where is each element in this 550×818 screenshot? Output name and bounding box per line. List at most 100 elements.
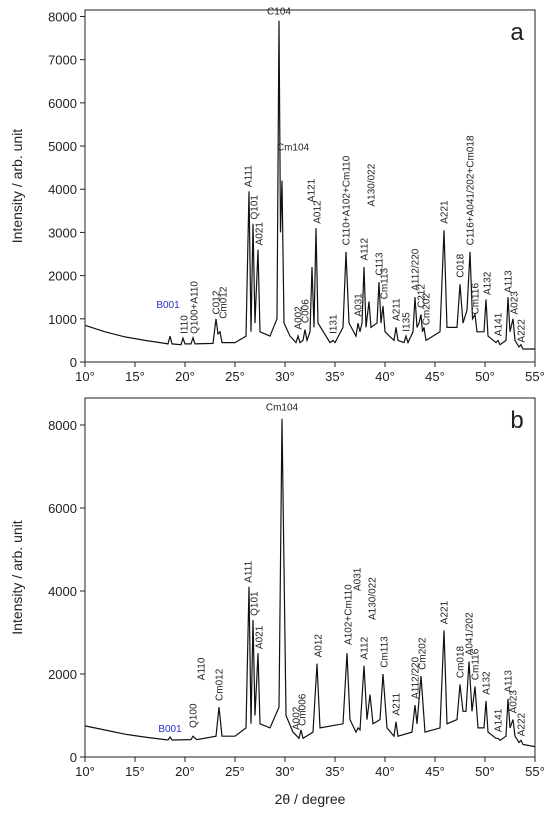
x-tick-label: 20° [175, 369, 195, 384]
y-tick-label: 8000 [48, 9, 77, 24]
peak-label: C104 [267, 6, 291, 17]
peak-label: A023 [509, 690, 520, 714]
y-tick-label: 6000 [48, 501, 77, 516]
panel-letter: a [510, 19, 524, 46]
peak-label: Cm116 [471, 648, 482, 680]
peak-label: A112 [360, 636, 371, 659]
peak-label: A222 [517, 319, 528, 343]
peak-label: C110+A102+Cm110 [342, 155, 353, 245]
peak-label: Cm012 [219, 286, 230, 319]
x-tick-label: 15° [125, 369, 145, 384]
peak-label: Cm113 [380, 636, 391, 668]
peak-label: C212 [417, 284, 428, 308]
y-tick-label: 4000 [48, 584, 77, 599]
peak-label: Cm018 [456, 645, 467, 678]
peak-label: A222 [517, 712, 528, 736]
peak-label: C018 [456, 253, 467, 277]
peak-label: C116+A041/202+Cm018 [466, 135, 477, 245]
x-tick-label: 40° [375, 764, 395, 779]
x-tick-label: 20° [175, 764, 195, 779]
peak-label: A021 [255, 222, 266, 246]
peak-label: I110 [180, 315, 191, 334]
x-axis-label: 2θ / degree [275, 791, 346, 807]
peak-label: Cm006 [298, 693, 309, 726]
y-tick-label: 5000 [48, 139, 77, 154]
peak-label: A141 [494, 708, 505, 732]
peak-label: A110 [197, 657, 208, 680]
peak-label: A113 [504, 270, 515, 293]
x-tick-label: 50° [475, 764, 495, 779]
peak-label: A021 [255, 625, 266, 649]
x-tick-label: 10° [75, 764, 95, 779]
peak-label: Q100+A110 [190, 281, 201, 334]
peak-label: Cm116 [471, 283, 482, 315]
panel-letter: b [510, 407, 523, 434]
peak-label: A041/202 [465, 612, 476, 655]
peak-label: Cm104 [277, 142, 310, 153]
peak-label: A002 [294, 306, 305, 330]
peak-label: A221 [440, 600, 451, 624]
x-tick-label: 30° [275, 764, 295, 779]
peak-label: A012 [313, 200, 324, 224]
x-tick-label: 55° [525, 764, 545, 779]
plot-frame [84, 9, 536, 363]
peak-label: B001 [158, 724, 182, 735]
peak-label: A112/220 [411, 248, 422, 291]
y-tick-label: 7000 [48, 53, 77, 68]
y-tick-label: 4000 [48, 182, 77, 197]
x-tick-label: 35° [325, 369, 345, 384]
peak-label: A132 [482, 671, 493, 695]
peak-label: A141 [494, 312, 505, 336]
x-tick-label: 25° [225, 764, 245, 779]
peak-label: A113 [504, 670, 515, 693]
y-tick-label: 0 [70, 750, 77, 765]
x-tick-label: 45° [425, 369, 445, 384]
peak-label: A221 [440, 200, 451, 224]
peak-label: A002 [292, 706, 303, 730]
y-tick-label: 1000 [48, 312, 77, 327]
y-tick-label: 0 [70, 355, 77, 370]
x-tick-label: 15° [125, 764, 145, 779]
peak-label: Cm104 [266, 402, 299, 413]
x-tick-label: 10° [75, 369, 95, 384]
peak-label: A211 [392, 692, 403, 715]
peak-label: A031 [354, 293, 365, 317]
x-tick-label: 55° [525, 369, 545, 384]
peak-label: A023 [510, 291, 521, 315]
x-tick-label: 35° [325, 764, 345, 779]
y-axis-label: Intensity / arb. unit [9, 129, 25, 244]
peak-label: A130/022 [367, 163, 378, 206]
peak-label: A111 [244, 165, 255, 187]
peak-label: Cm113 [380, 267, 391, 299]
y-tick-label: 6000 [48, 96, 77, 111]
y-axis-label: Intensity / arb. unit [9, 520, 25, 635]
x-tick-label: 25° [225, 369, 245, 384]
peak-label: B001 [156, 300, 180, 311]
x-tick-label: 50° [475, 369, 495, 384]
peak-label: C113 [375, 252, 386, 276]
peak-label: Cm202 [418, 637, 429, 670]
peak-label: Cm012 [215, 668, 226, 701]
peak-label: A102+Cm110 [344, 584, 355, 645]
pattern-line [84, 418, 536, 748]
pattern-line [84, 20, 535, 350]
x-tick-label: 40° [375, 369, 395, 384]
peak-label: A211 [392, 298, 403, 321]
y-tick-label: 8000 [48, 418, 77, 433]
x-tick-label: 30° [275, 369, 295, 384]
peak-label: A112 [360, 237, 371, 260]
peak-label: C012 [212, 290, 223, 314]
peak-label: A130/022 [368, 577, 379, 620]
peak-label: Q101 [250, 195, 261, 220]
plot-frame [84, 397, 536, 758]
peak-label: A012 [314, 634, 325, 658]
peak-label: Cm202 [422, 293, 433, 326]
y-tick-label: 2000 [48, 269, 77, 284]
peak-label: A121 [307, 178, 318, 202]
peak-label: Q101 [250, 591, 261, 616]
peak-label: C006 [301, 299, 312, 323]
peak-label: I135 [402, 312, 413, 332]
y-tick-label: 2000 [48, 667, 77, 682]
y-tick-label: 3000 [48, 225, 77, 240]
